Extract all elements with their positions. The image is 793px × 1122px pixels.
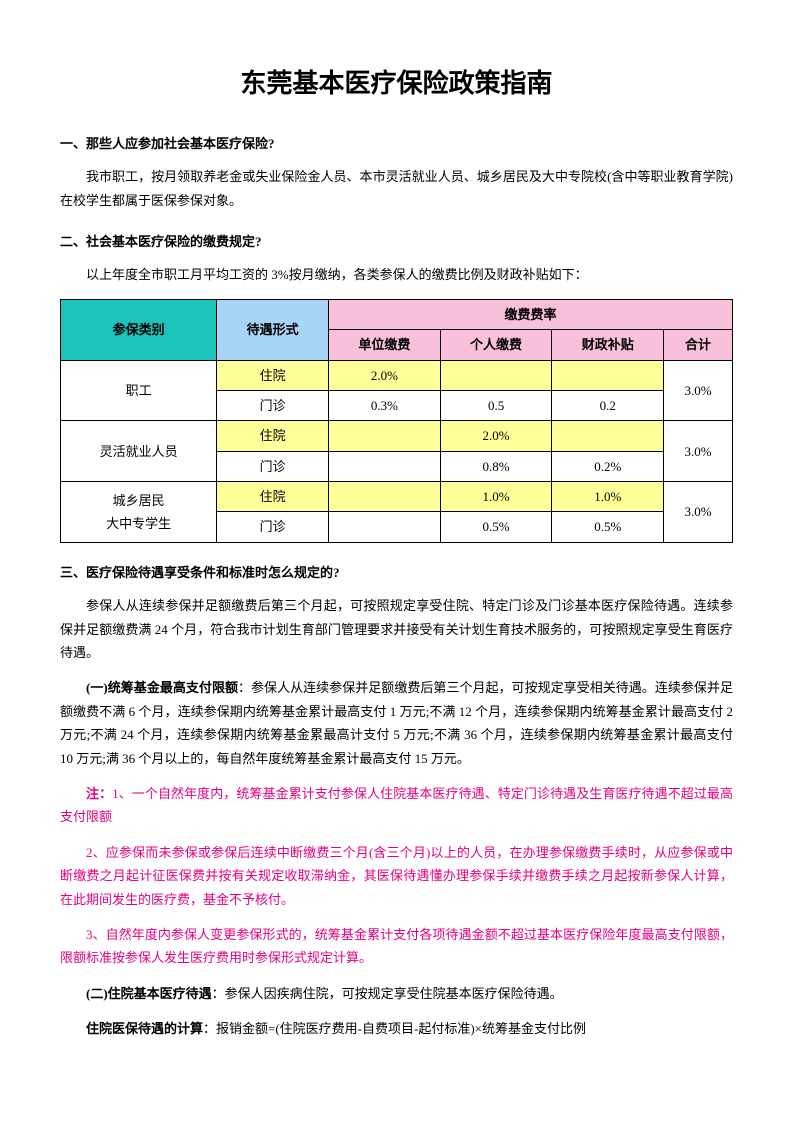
section-3-p2: (一)统筹基金最高支付限额：参保人从连续参保并足额缴费后第三个月起，可按规定享受…	[60, 676, 733, 770]
cell-treatment: 住院	[217, 482, 329, 512]
section-1-head: 一、那些人应参加社会基本医疗保险?	[60, 132, 733, 155]
cell-personal: 0.5	[440, 390, 552, 420]
cell-treatment: 住院	[217, 421, 329, 451]
cell-total: 3.0%	[664, 360, 733, 421]
section-3-p3: (二)住院基本医疗待遇：参保人因疾病住院，可按规定享受住院基本医疗保险待遇。	[60, 982, 733, 1005]
cell-subsidy	[552, 421, 664, 451]
cell-treatment: 门诊	[217, 390, 329, 420]
text-body: ：参保人因疾病住院，可按规定享受住院基本医疗保险待遇。	[212, 986, 563, 1001]
page-title: 东莞基本医疗保险政策指南	[60, 60, 733, 107]
th-rate: 缴费费率	[329, 299, 733, 329]
th-treatment: 待遇形式	[217, 299, 329, 360]
cell-personal: 2.0%	[440, 421, 552, 451]
cell-subsidy: 0.2	[552, 390, 664, 420]
section-3-p1: 参保人从连续参保并足额缴费后第三个月起，可按照规定享受住院、特定门诊及门诊基本医…	[60, 594, 733, 664]
section-2-head: 二、社会基本医疗保险的缴费规定?	[60, 230, 733, 253]
cell-unit: 2.0%	[329, 360, 441, 390]
cell-unit	[329, 451, 441, 481]
table-header-row-1: 参保类别 待遇形式 缴费费率	[61, 299, 733, 329]
cell-unit	[329, 482, 441, 512]
cell-personal: 1.0%	[440, 482, 552, 512]
cell-cat: 城乡居民大中专学生	[61, 482, 217, 543]
bold-label: 住院医保待遇的计算	[86, 1021, 203, 1036]
th-category: 参保类别	[61, 299, 217, 360]
table-row: 城乡居民大中专学生 住院 1.0% 1.0% 3.0%	[61, 482, 733, 512]
note-label: 注：	[86, 786, 112, 801]
rate-table: 参保类别 待遇形式 缴费费率 单位缴费 个人缴费 财政补贴 合计 职工 住院 2…	[60, 299, 733, 543]
cell-personal: 0.8%	[440, 451, 552, 481]
cell-subsidy: 0.2%	[552, 451, 664, 481]
th-unit: 单位缴费	[329, 330, 441, 360]
cell-subsidy: 0.5%	[552, 512, 664, 542]
note-1: 注：1、一个自然年度内，统筹基金累计支付参保人住院基本医疗待遇、特定门诊待遇及生…	[60, 782, 733, 829]
cell-total: 3.0%	[664, 421, 733, 482]
cell-treatment: 门诊	[217, 512, 329, 542]
cell-unit	[329, 512, 441, 542]
cell-treatment: 门诊	[217, 451, 329, 481]
cell-subsidy	[552, 360, 664, 390]
table-row: 灵活就业人员 住院 2.0% 3.0%	[61, 421, 733, 451]
note-body: 1、一个自然年度内，统筹基金累计支付参保人住院基本医疗待遇、特定门诊待遇及生育医…	[60, 786, 733, 824]
note-3: 3、自然年度内参保人变更参保形式的，统筹基金累计支付各项待遇金额不超过基本医疗保…	[60, 923, 733, 970]
bold-label: (一)统筹基金最高支付限额	[86, 680, 238, 695]
th-subsidy: 财政补贴	[552, 330, 664, 360]
section-2-para: 以上年度全市职工月平均工资的 3%按月缴纳，各类参保人的缴费比例及财政补贴如下：	[60, 263, 733, 286]
cell-total: 3.0%	[664, 482, 733, 543]
cell-unit: 0.3%	[329, 390, 441, 420]
note-2: 2、应参保而未参保或参保后连续中断缴费三个月(含三个月)以上的人员，在办理参保缴…	[60, 841, 733, 911]
cell-subsidy: 1.0%	[552, 482, 664, 512]
cell-cat: 灵活就业人员	[61, 421, 217, 482]
cell-personal	[440, 360, 552, 390]
cell-cat: 职工	[61, 360, 217, 421]
section-3-p4: 住院医保待遇的计算：报销金额=(住院医疗费用-自费项目-起付标准)×统筹基金支付…	[60, 1017, 733, 1040]
cell-unit	[329, 421, 441, 451]
text-body: ：报销金额=(住院医疗费用-自费项目-起付标准)×统筹基金支付比例	[203, 1021, 586, 1036]
bold-label: (二)住院基本医疗待遇	[86, 986, 212, 1001]
th-total: 合计	[664, 330, 733, 360]
section-1-para: 我市职工，按月领取养老金或失业保险金人员、本市灵活就业人员、城乡居民及大中专院校…	[60, 165, 733, 212]
cell-treatment: 住院	[217, 360, 329, 390]
th-personal: 个人缴费	[440, 330, 552, 360]
cell-personal: 0.5%	[440, 512, 552, 542]
table-row: 职工 住院 2.0% 3.0%	[61, 360, 733, 390]
section-3-head: 三、医疗保险待遇享受条件和标准时怎么规定的?	[60, 561, 733, 584]
